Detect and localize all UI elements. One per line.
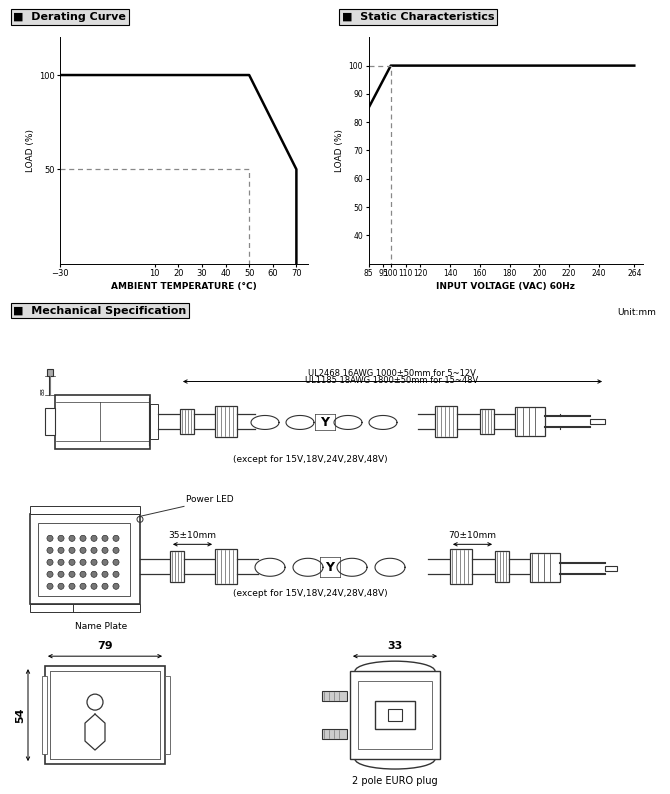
Bar: [590, 419, 605, 425]
Text: Y: Y: [320, 416, 330, 429]
Polygon shape: [375, 558, 405, 576]
Bar: [180, 410, 194, 434]
Bar: [322, 691, 347, 701]
Bar: [605, 566, 617, 571]
Text: (except for 15V,18V,24V,28V,48V): (except for 15V,18V,24V,28V,48V): [232, 589, 387, 598]
Circle shape: [91, 547, 97, 553]
Circle shape: [91, 559, 97, 565]
Circle shape: [58, 571, 64, 577]
Circle shape: [47, 559, 53, 565]
Bar: [47, 368, 53, 376]
Text: UL2468 16AWG 1000±50mm for 5~12V: UL2468 16AWG 1000±50mm for 5~12V: [308, 368, 476, 377]
Circle shape: [47, 584, 53, 589]
Circle shape: [91, 535, 97, 542]
Circle shape: [47, 535, 53, 542]
Text: 79: 79: [97, 642, 113, 651]
Circle shape: [47, 547, 53, 553]
Bar: [30, 515, 140, 604]
Bar: [375, 701, 415, 729]
Bar: [50, 671, 160, 759]
Circle shape: [91, 571, 97, 577]
Text: Name Plate: Name Plate: [75, 622, 127, 631]
Circle shape: [69, 547, 75, 553]
Bar: [45, 408, 55, 435]
Polygon shape: [286, 415, 314, 430]
Bar: [322, 729, 347, 739]
Circle shape: [113, 571, 119, 577]
Circle shape: [69, 535, 75, 542]
Bar: [350, 671, 440, 759]
Text: ■  Mechanical Specification: ■ Mechanical Specification: [13, 306, 187, 316]
Bar: [45, 666, 165, 764]
Circle shape: [58, 535, 64, 542]
Polygon shape: [334, 415, 362, 430]
Circle shape: [102, 584, 108, 589]
Circle shape: [113, 547, 119, 553]
Polygon shape: [369, 415, 397, 430]
Text: 35±10mm: 35±10mm: [168, 531, 216, 541]
Circle shape: [80, 535, 86, 542]
Bar: [530, 553, 560, 582]
Polygon shape: [293, 558, 323, 576]
Circle shape: [113, 559, 119, 565]
Bar: [165, 676, 170, 754]
Bar: [388, 709, 402, 721]
Bar: [480, 410, 494, 434]
Circle shape: [102, 571, 108, 577]
Bar: [450, 549, 472, 584]
Circle shape: [69, 584, 75, 589]
Text: Unit:mm: Unit:mm: [618, 308, 657, 317]
Text: Y: Y: [326, 561, 334, 574]
Circle shape: [58, 559, 64, 565]
Bar: [30, 507, 140, 515]
Circle shape: [69, 559, 75, 565]
Text: ■  Derating Curve: ■ Derating Curve: [13, 12, 126, 22]
Bar: [38, 523, 130, 596]
Circle shape: [80, 571, 86, 577]
Circle shape: [80, 559, 86, 565]
Text: 88: 88: [40, 387, 46, 395]
Text: (except for 15V,18V,24V,28V,48V): (except for 15V,18V,24V,28V,48V): [232, 456, 387, 464]
Circle shape: [80, 584, 86, 589]
Bar: [30, 604, 140, 612]
Bar: [215, 549, 237, 584]
Circle shape: [58, 547, 64, 553]
Bar: [215, 407, 237, 437]
Polygon shape: [251, 415, 279, 430]
Circle shape: [80, 547, 86, 553]
Bar: [435, 407, 457, 437]
Bar: [358, 681, 432, 749]
Polygon shape: [337, 558, 367, 576]
Circle shape: [102, 559, 108, 565]
Bar: [170, 551, 184, 582]
Bar: [42, 676, 47, 754]
Y-axis label: LOAD (%): LOAD (%): [335, 129, 344, 172]
Text: 33: 33: [387, 642, 403, 651]
Circle shape: [91, 584, 97, 589]
Circle shape: [87, 694, 103, 710]
Text: 2 pole EURO plug: 2 pole EURO plug: [352, 776, 438, 786]
Circle shape: [102, 547, 108, 553]
Circle shape: [58, 584, 64, 589]
Y-axis label: LOAD (%): LOAD (%): [26, 129, 35, 172]
Bar: [50, 671, 160, 759]
Bar: [55, 395, 150, 449]
Circle shape: [113, 535, 119, 542]
Circle shape: [69, 571, 75, 577]
Bar: [150, 404, 158, 439]
Polygon shape: [255, 558, 285, 576]
Text: Power LED: Power LED: [186, 495, 234, 504]
Bar: [515, 407, 545, 437]
Text: UL1185 18AWG 1800±50mm for 15~48V: UL1185 18AWG 1800±50mm for 15~48V: [306, 376, 478, 384]
Circle shape: [102, 535, 108, 542]
Text: 54: 54: [15, 707, 25, 723]
Text: 70±10mm: 70±10mm: [448, 531, 496, 541]
X-axis label: INPUT VOLTAGE (VAC) 60Hz: INPUT VOLTAGE (VAC) 60Hz: [436, 283, 576, 291]
X-axis label: AMBIENT TEMPERATURE (°C): AMBIENT TEMPERATURE (°C): [111, 283, 257, 291]
Circle shape: [47, 571, 53, 577]
Text: ■  Static Characteristics: ■ Static Characteristics: [342, 12, 494, 22]
Bar: [495, 551, 509, 582]
Circle shape: [113, 584, 119, 589]
